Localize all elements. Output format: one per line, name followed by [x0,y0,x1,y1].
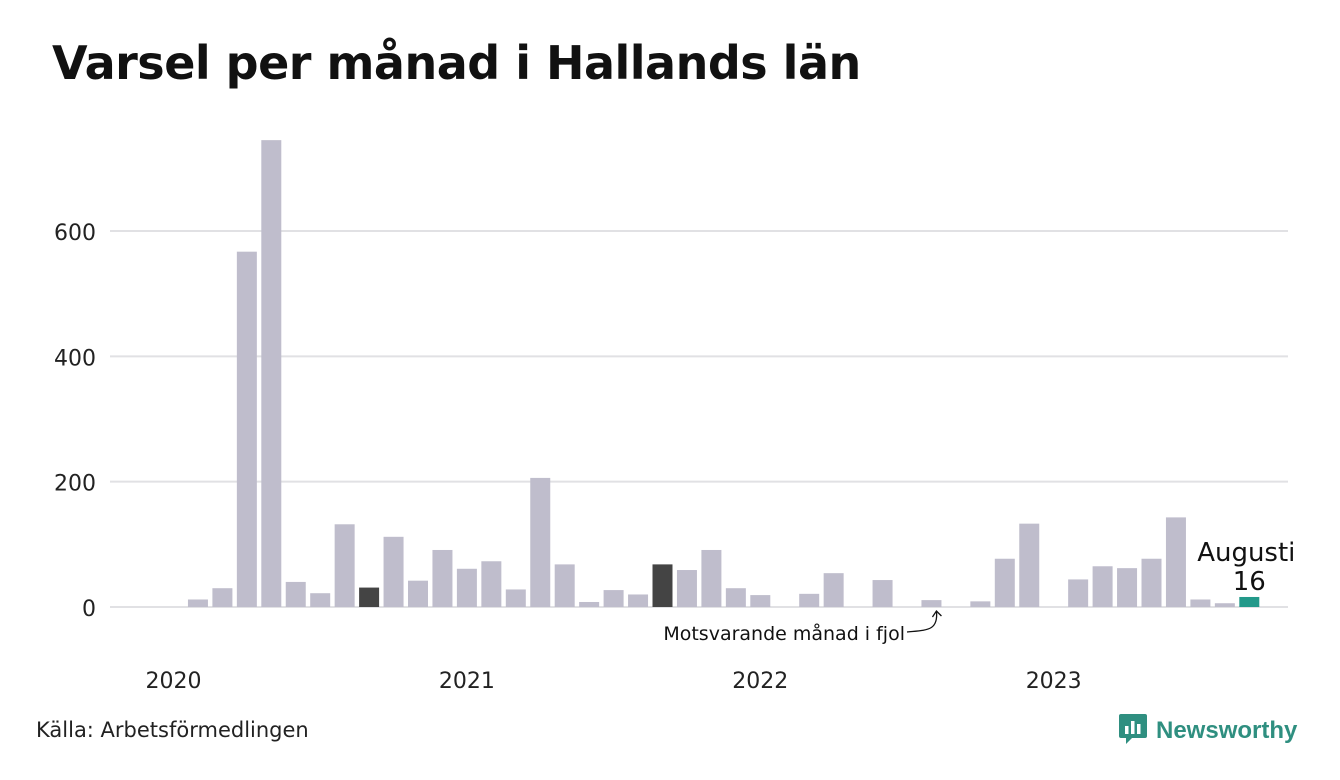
bar [285,581,306,607]
x-tick-label: 2021 [439,669,495,694]
bar [1141,558,1162,607]
source-note: Källa: Arbetsförmedlingen [36,718,309,742]
x-axis-year-labels: 2020 2021 2022 2023 [146,669,1082,694]
chart-title: Varsel per månad i Hallands län [52,36,861,90]
bar [187,599,208,607]
bar [261,140,282,607]
last-year-note: Motsvarande månad i fjol [663,622,905,645]
bar [408,580,428,607]
bar [725,588,746,607]
bar [872,580,893,607]
bar-same-month-last-year [652,564,673,607]
bar [236,251,257,607]
x-tick-label: 2023 [1026,669,1082,694]
bar [334,524,355,607]
last-year-arrowhead [931,609,942,618]
bar [1214,603,1235,607]
bar [970,601,991,607]
y-tick-label: 200 [54,472,96,497]
bar [628,594,649,607]
bar-chart: 0 200 400 600 2020 2021 2022 2023 Augusti 16 M… [54,140,1295,694]
bar [823,573,844,607]
x-tick-label: 2022 [732,669,788,694]
bars [187,140,1260,607]
bar [750,595,771,607]
bar [1068,579,1089,607]
x-tick-label: 2020 [146,669,202,694]
y-axis-tick-labels: 0 200 400 600 [54,221,96,622]
bar [456,568,477,607]
bar [383,536,404,607]
bar [1019,523,1040,607]
annotations: Augusti 16 Motsvarande månad i fjol [663,538,1295,645]
bar [212,588,233,607]
y-tick-label: 0 [82,597,96,622]
bar [310,593,331,607]
newsworthy-logo-icon [1118,712,1148,750]
bar [432,549,453,607]
current-month-label: Augusti [1197,538,1295,568]
last-year-arrow [906,610,938,633]
bar [799,593,820,607]
bar [579,601,600,607]
bar [994,558,1015,607]
bar [554,564,575,607]
y-tick-label: 600 [54,221,96,246]
bar [603,590,624,607]
bar-same-month-last-year [359,587,380,607]
brand-name: Newsworthy [1156,717,1298,744]
bar [530,477,551,607]
bar [921,600,942,607]
y-tick-label: 400 [54,346,96,371]
brand-logo[interactable]: Newsworthy [1118,712,1297,750]
bar-current-month [1239,596,1260,607]
bar [1117,568,1138,607]
grid-lines [110,230,1288,608]
bar [505,589,526,607]
bar [1190,599,1211,607]
bar [1165,517,1186,607]
bar [676,570,697,607]
current-value-label: 16 [1233,567,1266,597]
bar [701,549,722,607]
bar [481,561,502,607]
bar [1092,566,1113,607]
